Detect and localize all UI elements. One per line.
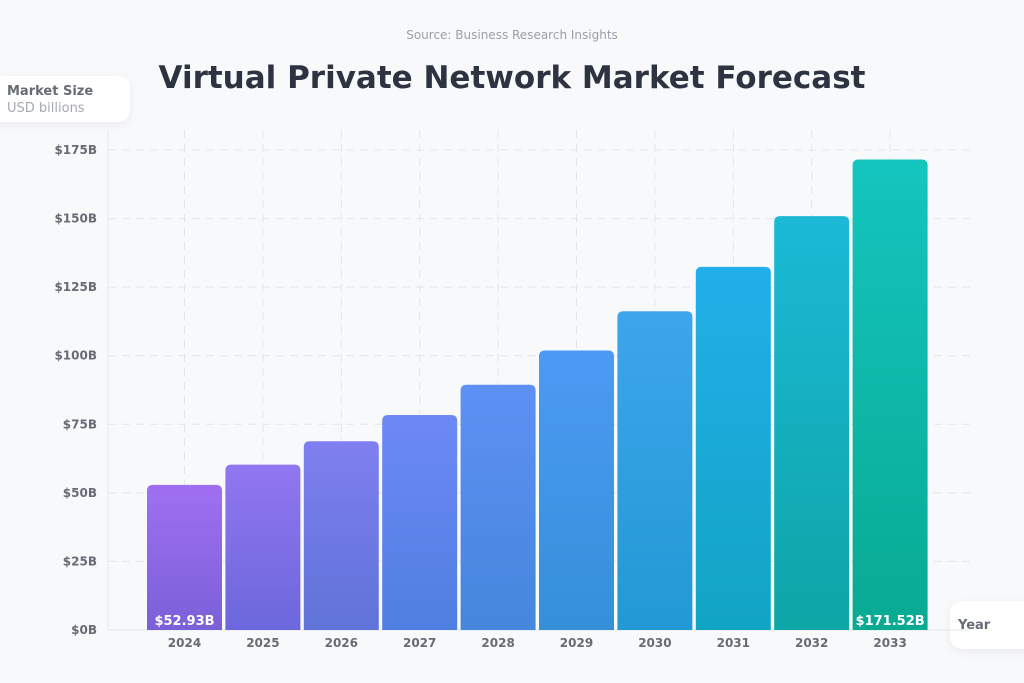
- x-tick-label: 2031: [717, 636, 750, 650]
- x-tick-label: 2029: [560, 636, 593, 650]
- x-axis-title: Year: [958, 618, 991, 633]
- x-tick-label: 2025: [246, 636, 279, 650]
- y-axis-title: Market Size: [7, 84, 94, 99]
- y-tick-label: $50B: [63, 486, 97, 500]
- y-tick-label: $175B: [54, 143, 97, 157]
- x-tick-label: 2030: [638, 636, 671, 650]
- bar-2029: [539, 350, 614, 630]
- bar-2028: [460, 384, 536, 630]
- y-tick-label: $75B: [63, 417, 97, 431]
- bar-2030: [617, 311, 693, 630]
- x-tick-label: 2032: [795, 636, 828, 650]
- bar-2026: [303, 441, 379, 630]
- chart-title: Virtual Private Network Market Forecast: [158, 60, 866, 96]
- y-tick-label: $150B: [54, 212, 97, 226]
- y-tick-label: $125B: [54, 280, 97, 294]
- y-tick-label: $100B: [54, 349, 97, 363]
- data-label: $52.93B: [154, 614, 214, 629]
- bar-2024: [147, 484, 222, 630]
- x-tick-label: 2033: [873, 636, 906, 650]
- y-axis-unit: USD billions: [7, 101, 85, 116]
- y-tick-label: $25B: [63, 554, 97, 568]
- data-label: $171.52B: [856, 614, 925, 629]
- chart-source: Source: Business Research Insights: [406, 28, 618, 42]
- y-axis-label-card: Market Size USD billions: [0, 76, 130, 122]
- x-axis-label-card: Year: [950, 601, 1024, 649]
- x-tick-label: 2028: [481, 636, 514, 650]
- x-tick-label: 2027: [403, 636, 436, 650]
- bar-2031: [695, 266, 771, 630]
- bar-2033: [852, 159, 928, 630]
- bar-2032: [774, 216, 850, 631]
- x-tick-label: 2024: [168, 636, 201, 650]
- bar-2025: [225, 464, 301, 630]
- x-tick-label: 2026: [325, 636, 358, 650]
- bar-2027: [382, 414, 458, 630]
- y-tick-label: $0B: [71, 623, 97, 637]
